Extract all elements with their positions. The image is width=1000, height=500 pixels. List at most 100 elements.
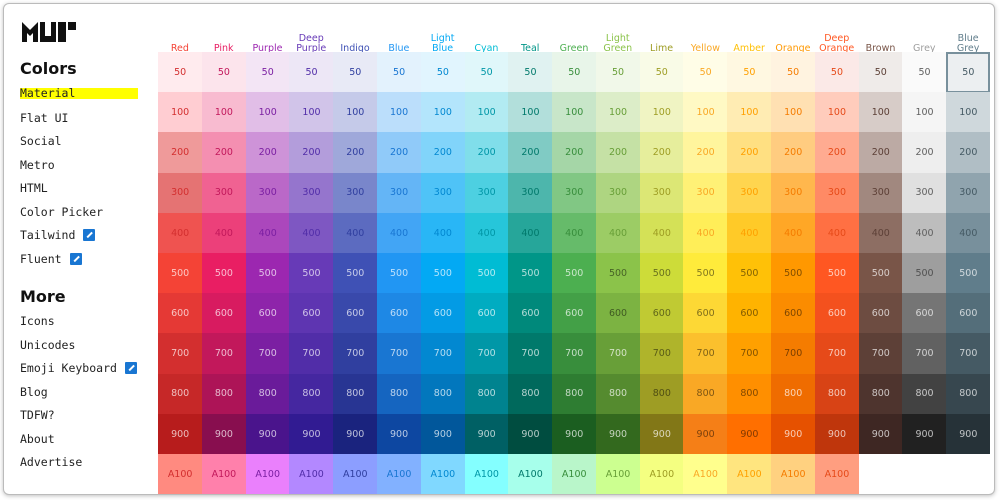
color-swatch[interactable]: 100 (289, 92, 334, 133)
color-swatch[interactable]: 100 (201, 92, 247, 133)
color-swatch[interactable]: 600 (552, 293, 597, 334)
column-header[interactable]: Amber (733, 43, 765, 54)
color-swatch[interactable]: 50 (902, 52, 947, 93)
color-swatch[interactable]: A100 (683, 454, 728, 494)
color-swatch[interactable]: 700 (552, 333, 597, 375)
column-header[interactable]: Brown (865, 43, 896, 54)
color-swatch[interactable]: 900 (289, 413, 334, 455)
color-swatch[interactable]: 50 (858, 52, 903, 93)
color-swatch[interactable]: 50 (508, 52, 553, 93)
color-swatch[interactable]: 400 (158, 212, 203, 254)
color-swatch[interactable]: 600 (858, 293, 903, 334)
color-swatch[interactable]: 600 (420, 293, 466, 334)
color-swatch[interactable]: 700 (333, 333, 378, 375)
color-swatch[interactable]: 300 (727, 172, 772, 214)
color-swatch[interactable]: 300 (639, 172, 684, 214)
color-swatch[interactable]: 800 (464, 373, 509, 415)
color-swatch[interactable]: 900 (902, 413, 947, 455)
color-swatch[interactable]: 300 (245, 172, 290, 214)
color-swatch[interactable]: 100 (639, 92, 684, 133)
color-swatch[interactable]: 500 (595, 253, 641, 294)
color-swatch[interactable]: 600 (508, 293, 553, 334)
color-swatch[interactable]: 700 (158, 333, 203, 375)
color-swatch[interactable]: 50 (946, 52, 991, 93)
color-swatch[interactable]: 200 (464, 132, 509, 174)
color-swatch[interactable]: 100 (771, 92, 816, 133)
color-swatch[interactable]: 100 (464, 92, 509, 133)
color-swatch[interactable]: 500 (201, 253, 247, 294)
color-swatch[interactable]: 500 (727, 253, 772, 294)
color-swatch[interactable]: 800 (683, 373, 728, 415)
color-swatch[interactable]: A100 (771, 454, 816, 494)
column-header[interactable]: Deep Purple (296, 33, 327, 54)
color-swatch[interactable]: 600 (902, 293, 947, 334)
color-swatch[interactable]: 500 (683, 253, 728, 294)
color-swatch[interactable]: 600 (683, 293, 728, 334)
nav-link[interactable]: TDFW? (20, 405, 55, 425)
color-swatch[interactable]: 900 (508, 413, 553, 455)
color-swatch[interactable]: 500 (858, 253, 903, 294)
color-swatch[interactable]: 700 (420, 333, 466, 375)
nav-link[interactable]: About (20, 429, 55, 449)
color-swatch[interactable]: 500 (508, 253, 553, 294)
color-swatch[interactable]: 50 (245, 52, 290, 93)
color-swatch[interactable]: 400 (333, 212, 378, 254)
color-swatch[interactable]: 800 (376, 373, 422, 415)
color-swatch[interactable]: 900 (771, 413, 816, 455)
color-swatch[interactable]: 900 (639, 413, 684, 455)
nav-link[interactable]: Fluent (20, 249, 82, 269)
color-swatch[interactable]: 300 (464, 172, 509, 214)
color-swatch[interactable]: 800 (595, 373, 641, 415)
color-swatch[interactable]: 200 (595, 132, 641, 174)
color-swatch[interactable]: 300 (814, 172, 860, 214)
color-swatch[interactable]: 200 (902, 132, 947, 174)
color-swatch[interactable]: 300 (683, 172, 728, 214)
color-swatch[interactable]: 500 (158, 253, 203, 294)
color-swatch[interactable]: 500 (245, 253, 290, 294)
color-swatch[interactable]: 300 (158, 172, 203, 214)
color-swatch[interactable]: 100 (595, 92, 641, 133)
color-swatch[interactable]: 700 (683, 333, 728, 375)
color-swatch[interactable]: A100 (376, 454, 422, 494)
color-swatch[interactable]: 300 (289, 172, 334, 214)
color-swatch[interactable]: 100 (902, 92, 947, 133)
color-swatch[interactable]: 100 (245, 92, 290, 133)
column-header[interactable]: Light Green (603, 33, 633, 54)
color-swatch[interactable]: 100 (376, 92, 422, 133)
color-swatch[interactable]: 500 (464, 253, 509, 294)
color-swatch[interactable]: 100 (333, 92, 378, 133)
color-swatch[interactable]: 600 (376, 293, 422, 334)
color-swatch[interactable]: 400 (595, 212, 641, 254)
color-swatch[interactable]: 900 (333, 413, 378, 455)
column-header[interactable]: Pink (213, 43, 234, 54)
color-swatch[interactable]: 700 (201, 333, 247, 375)
color-swatch[interactable]: 600 (639, 293, 684, 334)
color-swatch[interactable]: 400 (552, 212, 597, 254)
color-swatch[interactable]: 700 (814, 333, 860, 375)
color-swatch[interactable]: 600 (595, 293, 641, 334)
color-swatch[interactable]: A100 (508, 454, 553, 494)
color-swatch[interactable]: 800 (639, 373, 684, 415)
color-swatch[interactable]: 900 (946, 413, 991, 455)
color-swatch[interactable]: 200 (727, 132, 772, 174)
color-swatch[interactable]: 500 (902, 253, 947, 294)
color-swatch[interactable]: 400 (639, 212, 684, 254)
color-swatch[interactable]: 500 (333, 253, 378, 294)
nav-link[interactable]: Icons (20, 311, 55, 331)
color-swatch[interactable]: 500 (376, 253, 422, 294)
color-swatch[interactable]: A100 (420, 454, 466, 494)
color-swatch[interactable]: 400 (289, 212, 334, 254)
color-swatch[interactable]: A100 (201, 454, 247, 494)
color-swatch[interactable]: 900 (420, 413, 466, 455)
color-swatch[interactable]: 300 (552, 172, 597, 214)
color-swatch[interactable]: 300 (946, 172, 991, 214)
color-swatch[interactable]: 600 (727, 293, 772, 334)
color-swatch[interactable]: 700 (508, 333, 553, 375)
color-swatch[interactable]: 800 (508, 373, 553, 415)
color-swatch[interactable]: 50 (639, 52, 684, 93)
color-swatch[interactable]: 500 (420, 253, 466, 294)
nav-link[interactable]: Unicodes (20, 335, 75, 355)
color-swatch[interactable]: 200 (376, 132, 422, 174)
color-swatch[interactable]: 200 (508, 132, 553, 174)
column-header[interactable]: Red (170, 43, 189, 54)
